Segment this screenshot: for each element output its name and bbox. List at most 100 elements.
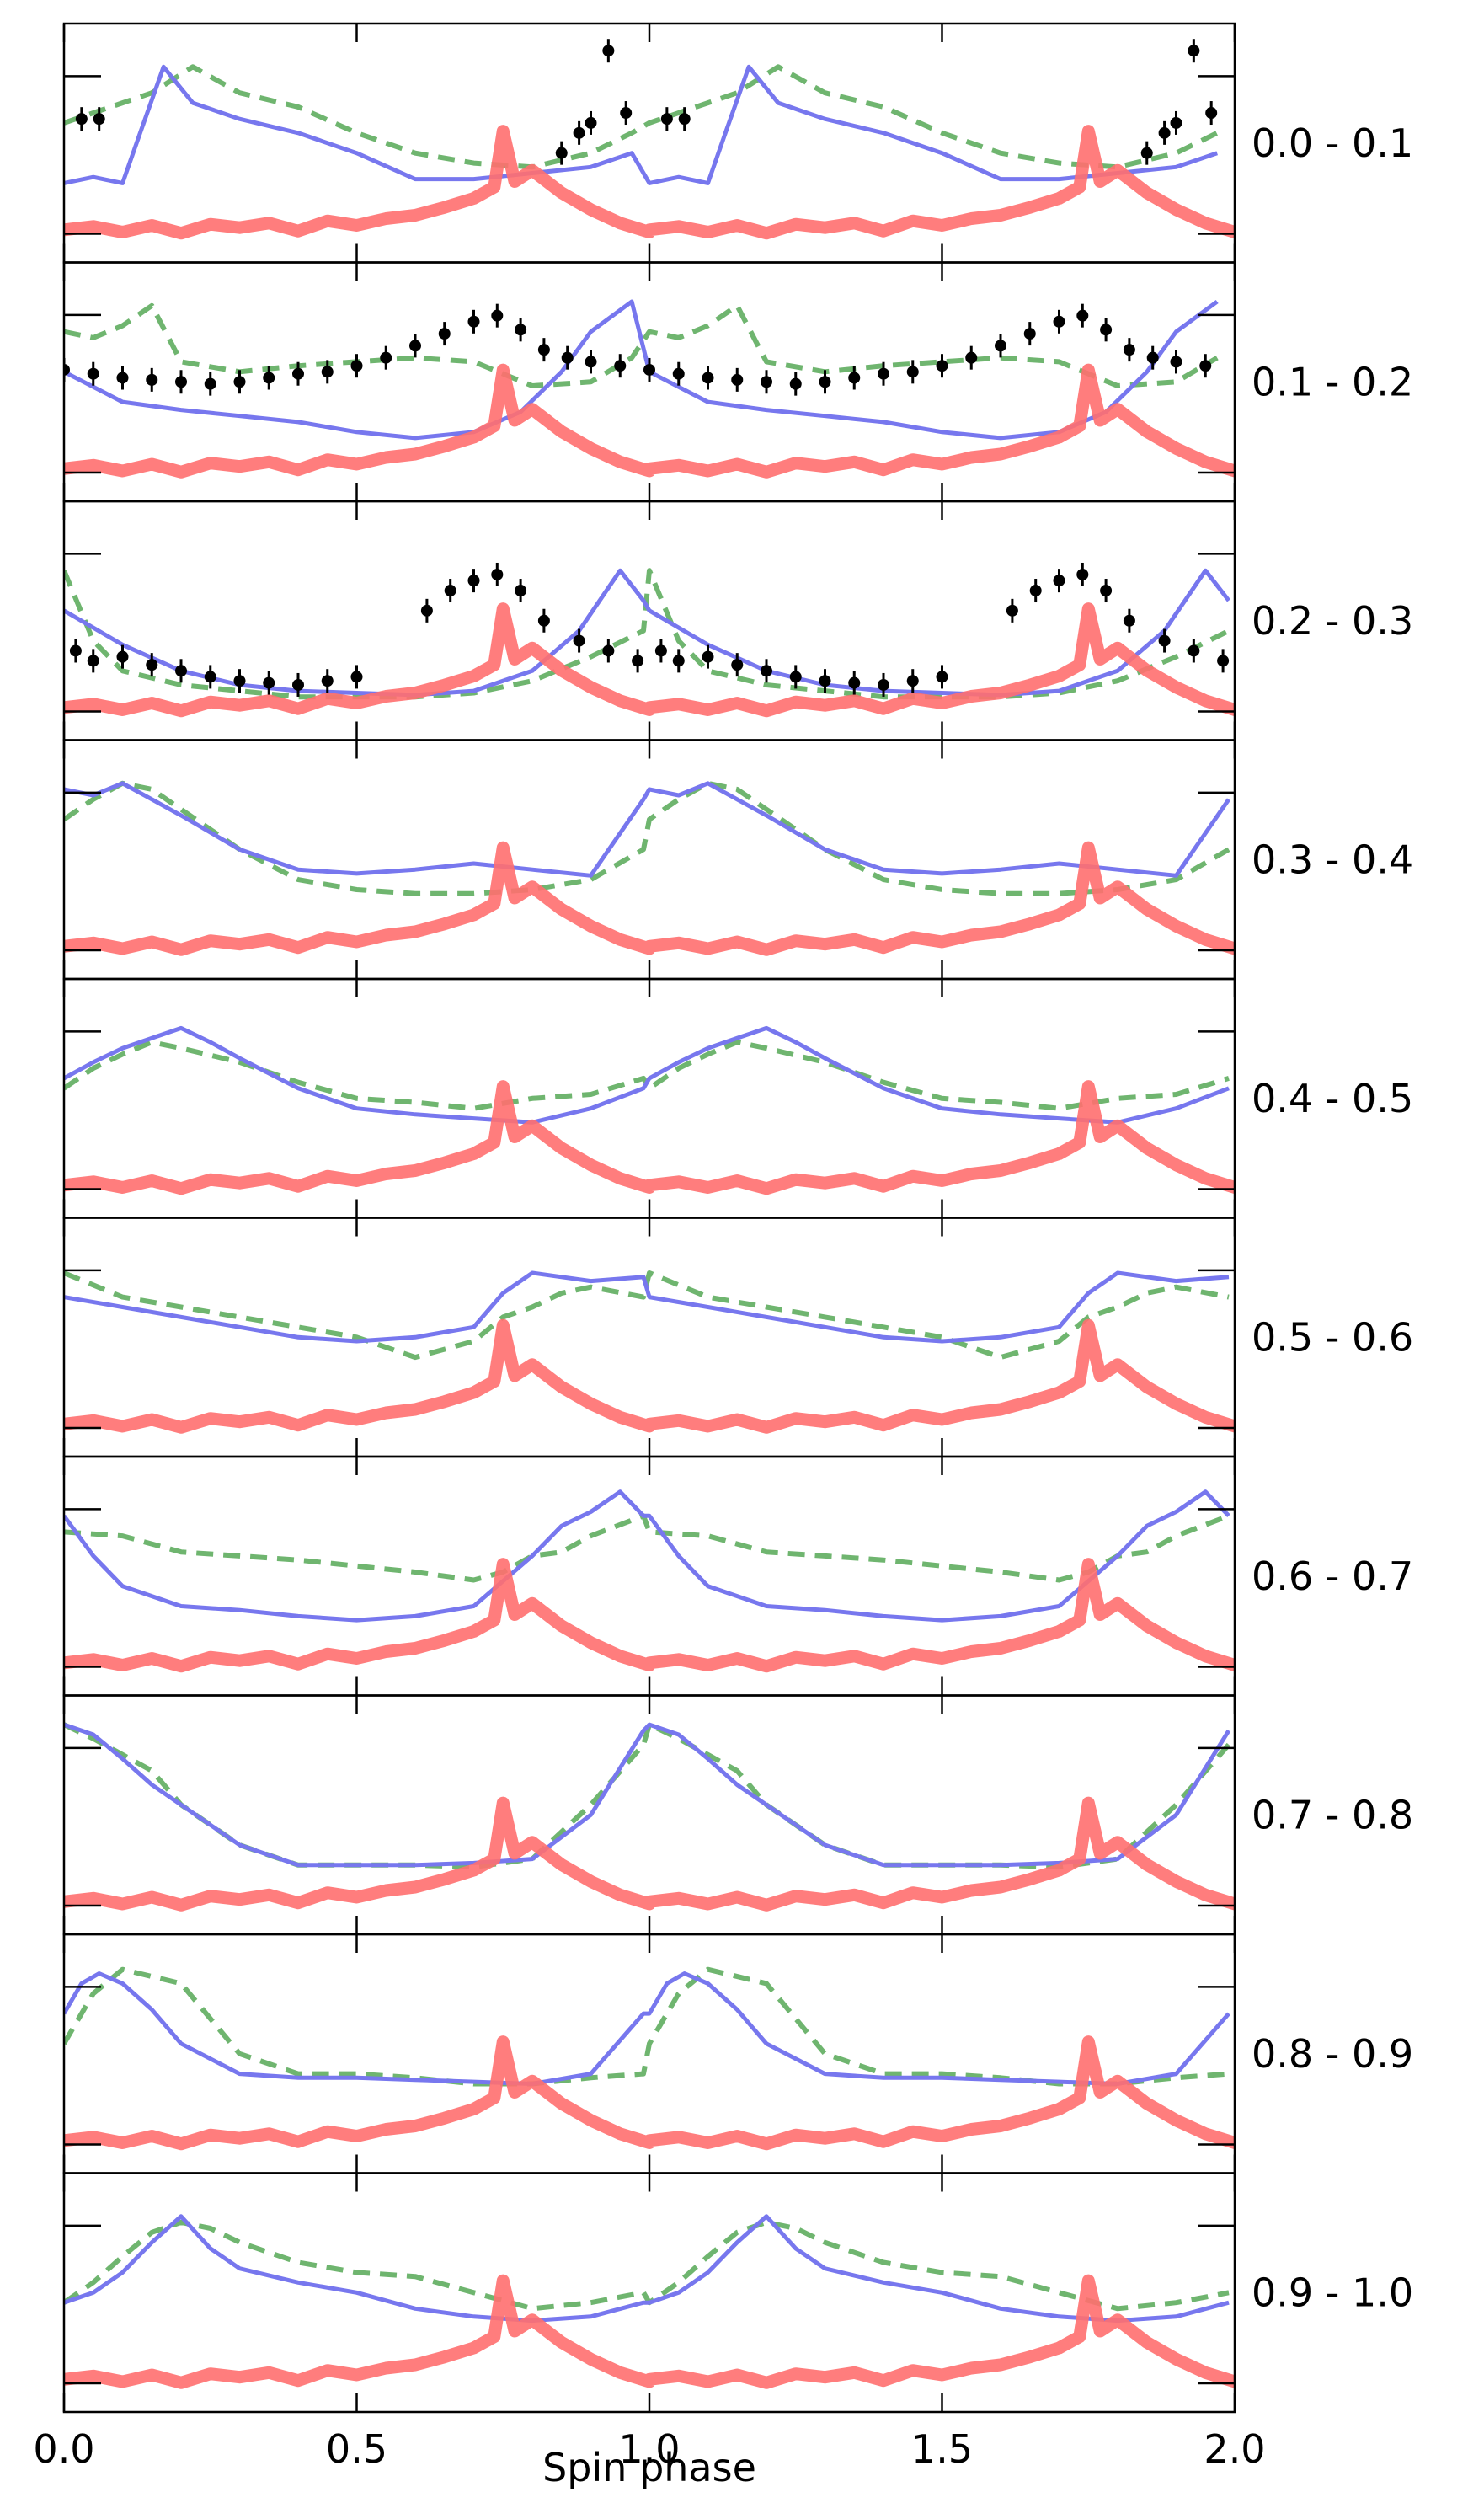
- panel-plot-area: [64, 1489, 1235, 1673]
- data-point: [702, 650, 714, 663]
- data-point: [561, 351, 574, 364]
- data-point: [146, 373, 158, 386]
- panel-label: 0.0 - 0.1: [1252, 120, 1413, 166]
- green-dashed-series: [64, 2219, 1230, 2312]
- data-point: [467, 315, 480, 328]
- data-point: [819, 376, 831, 388]
- panel-label: 0.7 - 0.8: [1252, 1792, 1413, 1837]
- panel-label: 0.9 - 1.0: [1252, 2270, 1413, 2315]
- data-point: [1029, 585, 1042, 597]
- data-point: [1217, 655, 1230, 667]
- panel-label: 0.1 - 0.2: [1252, 359, 1413, 404]
- green-dashed-series: [64, 1513, 1230, 1583]
- green-dashed-series: [64, 1040, 1230, 1111]
- data-point: [995, 340, 1006, 352]
- blue-series: [64, 1025, 1230, 1125]
- data-point: [263, 676, 275, 689]
- data-point: [936, 671, 948, 683]
- panel-label: 0.2 - 0.3: [1252, 598, 1413, 644]
- panel-1: 0.1 - 0.2: [62, 261, 1413, 503]
- panels: 0.0 - 0.1 0.1 - 0.2 0.2 - 0.3 0.3 - 0.4 0.4 …: [62, 22, 1413, 2414]
- red-reference-series: [64, 841, 1235, 956]
- red-reference-series: [64, 1558, 1235, 1673]
- red-reference-series: [64, 363, 1235, 479]
- data-point: [602, 644, 615, 657]
- blue-series: [64, 1722, 1231, 1868]
- data-point: [87, 367, 99, 380]
- data-point: [1170, 356, 1182, 368]
- data-point: [1199, 360, 1212, 372]
- panel-plot-area: [64, 299, 1235, 479]
- green-dashed-series: [64, 1722, 1231, 1870]
- data-point: [515, 324, 527, 336]
- data-point: [1158, 126, 1171, 139]
- panel-plot-area: [64, 562, 1235, 718]
- panel-9: 0.9 - 1.0: [62, 2172, 1413, 2414]
- data-point: [93, 113, 105, 126]
- red-reference-series: [64, 1318, 1235, 1434]
- data-point: [602, 45, 615, 57]
- data-point: [1076, 309, 1089, 322]
- panel-label: 0.8 - 0.9: [1252, 2031, 1413, 2077]
- data-point: [409, 340, 421, 352]
- data-point: [292, 678, 304, 691]
- data-point: [321, 675, 334, 687]
- x-tick-label: 0.5: [326, 2426, 387, 2472]
- panel-plot-area: [64, 1722, 1235, 1912]
- data-point: [1100, 324, 1113, 336]
- panel-2: 0.2 - 0.3: [62, 500, 1413, 741]
- data-point: [906, 366, 919, 378]
- data-point: [585, 356, 597, 368]
- data-point: [965, 351, 978, 364]
- panel-plot-area: [64, 1966, 1235, 2151]
- data-point: [573, 126, 585, 139]
- data-point: [444, 585, 456, 597]
- data-point: [537, 344, 550, 356]
- panel-6: 0.6 - 0.7: [62, 1455, 1413, 1697]
- green-dashed-series: [64, 1966, 1230, 2087]
- data-point: [116, 372, 129, 384]
- blue-series: [64, 568, 1230, 698]
- red-reference-series: [64, 2274, 1235, 2389]
- panel-label: 0.6 - 0.7: [1252, 1553, 1413, 1599]
- data-point: [491, 309, 504, 322]
- data-point: [848, 372, 861, 384]
- data-point: [1053, 575, 1065, 587]
- data-point: [1053, 315, 1065, 328]
- data-point: [1123, 344, 1135, 356]
- data-point: [1006, 604, 1018, 617]
- data-point: [672, 655, 685, 667]
- red-reference-series: [64, 2035, 1235, 2151]
- data-point: [438, 328, 451, 340]
- data-point: [660, 113, 673, 126]
- data-point: [1188, 644, 1200, 657]
- data-point: [87, 655, 99, 667]
- data-point: [1076, 568, 1089, 580]
- data-point: [292, 367, 304, 380]
- x-tick-label: 0.0: [33, 2426, 94, 2472]
- data-point: [1140, 147, 1153, 159]
- data-point: [573, 634, 585, 647]
- data-point: [614, 360, 627, 372]
- x-tick-label: 1.0: [618, 2426, 680, 2472]
- data-point: [555, 147, 568, 159]
- data-point: [175, 376, 187, 388]
- data-point: [1205, 107, 1218, 120]
- data-point: [64, 363, 70, 376]
- panel-0: 0.0 - 0.1: [62, 22, 1413, 264]
- data-point: [321, 366, 334, 378]
- data-point: [819, 675, 831, 687]
- data-point: [878, 367, 889, 380]
- panel-4: 0.4 - 0.5: [62, 977, 1413, 1219]
- panel-plot-area: [64, 2214, 1235, 2389]
- data-point: [731, 373, 744, 386]
- data-point: [1123, 614, 1135, 627]
- data-point: [350, 671, 363, 683]
- data-point: [537, 614, 550, 627]
- data-point: [654, 644, 667, 657]
- panel-8: 0.8 - 0.9: [62, 1933, 1413, 2174]
- panel-label: 0.4 - 0.5: [1252, 1076, 1413, 1121]
- x-axis-title: Spin phase: [542, 2445, 756, 2490]
- panel-label: 0.3 - 0.4: [1252, 837, 1413, 882]
